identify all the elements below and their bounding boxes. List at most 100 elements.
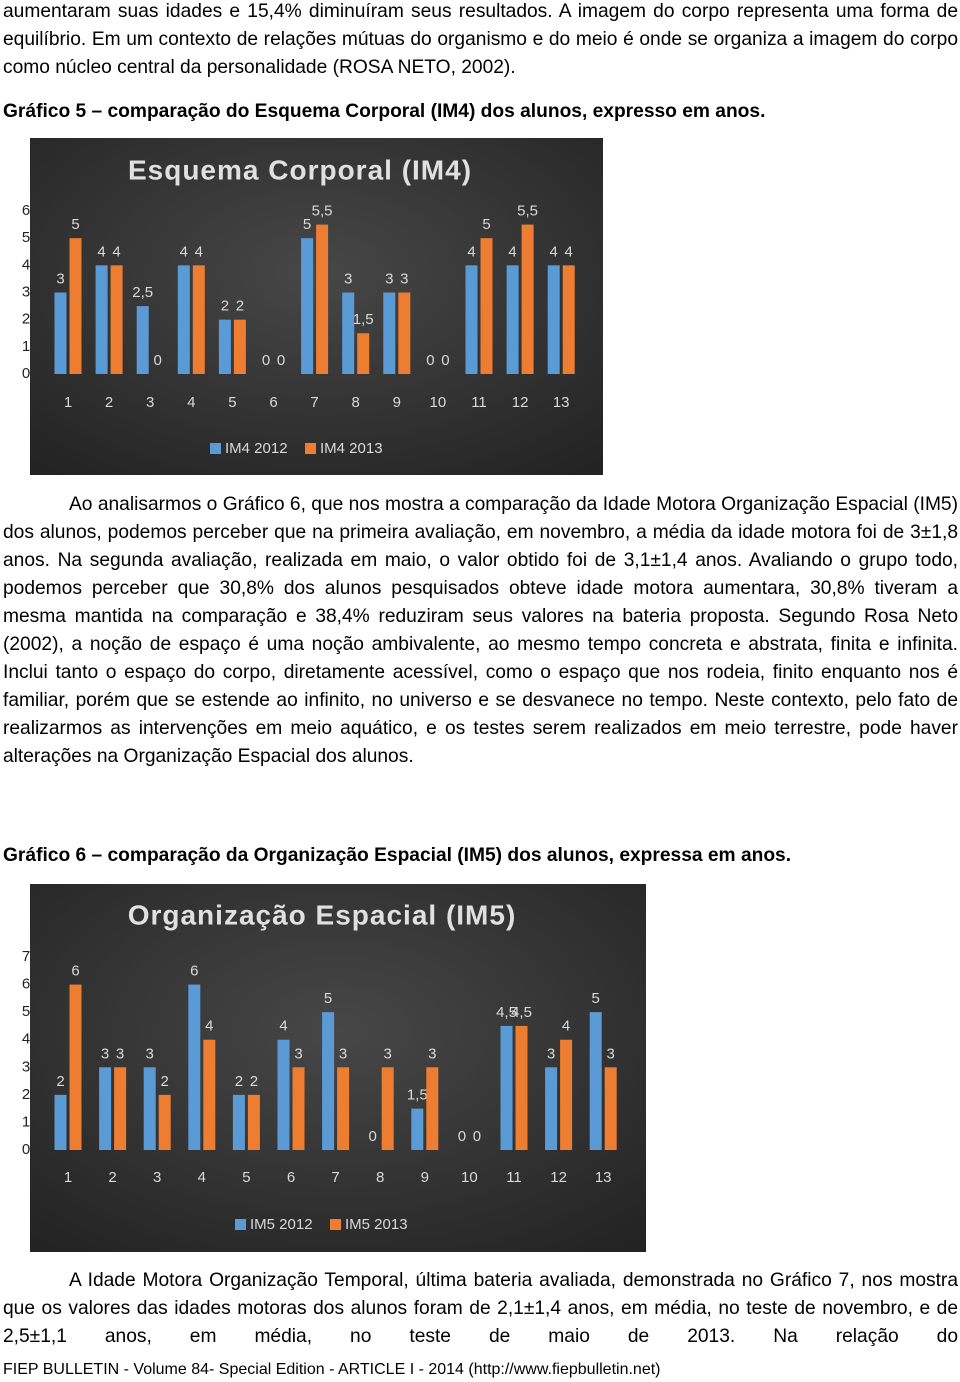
data-label: 6: [190, 963, 198, 980]
x-tick-label: 10: [461, 1169, 478, 1186]
x-tick-label: 7: [310, 394, 318, 411]
x-tick-label: 11: [506, 1169, 522, 1186]
x-tick-label: 6: [269, 394, 277, 411]
bar: [506, 265, 519, 374]
y-tick-label: 0: [22, 365, 30, 382]
data-label: 5: [324, 990, 332, 1007]
data-label: 3: [101, 1045, 109, 1062]
data-label: 2: [221, 298, 229, 315]
paragraph: A Idade Motora Organização Temporal, últ…: [3, 1270, 958, 1347]
bar: [411, 1108, 424, 1150]
bar: [192, 265, 205, 374]
bar: [54, 1094, 67, 1150]
paragraph: aumentaram suas idades e 15,4% diminuíra…: [3, 1, 958, 78]
bar: [545, 1067, 558, 1150]
x-tick-label: 5: [242, 1169, 250, 1186]
data-label: 3: [294, 1045, 302, 1062]
data-label: 0: [458, 1128, 466, 1145]
bar: [232, 1094, 245, 1150]
data-label: 4: [112, 243, 120, 260]
bar: [218, 319, 231, 374]
data-label: 5: [303, 216, 311, 233]
data-label: 2,5: [132, 284, 153, 301]
bar: [381, 1067, 394, 1150]
data-label: 3: [547, 1045, 555, 1062]
y-tick-label: 3: [22, 1058, 30, 1075]
legend-label: IM5 2013: [345, 1216, 408, 1233]
x-tick-label: 3: [146, 394, 154, 411]
bar: [604, 1067, 617, 1150]
y-tick-label: 5: [22, 1003, 30, 1020]
bar: [301, 238, 314, 374]
data-label: 0: [473, 1128, 481, 1145]
x-tick-label: 8: [352, 394, 360, 411]
data-label: 0: [426, 352, 434, 369]
x-tick-label: 5: [228, 394, 236, 411]
data-label: 1,5: [407, 1087, 428, 1104]
data-label: 4: [205, 1018, 213, 1035]
x-tick-label: 12: [512, 394, 529, 411]
bar: [177, 265, 190, 374]
x-tick-label: 9: [393, 394, 401, 411]
x-tick-label: 4: [187, 394, 195, 411]
data-label: 2: [250, 1073, 258, 1090]
data-label: 4,5: [511, 1004, 532, 1021]
data-label: 2: [56, 1073, 64, 1090]
y-tick-label: 1: [22, 338, 30, 355]
bar: [158, 1094, 171, 1150]
chart-title: Organização Espacial (IM5): [128, 899, 517, 930]
x-tick-label: 13: [595, 1169, 612, 1186]
x-tick-label: 10: [430, 394, 447, 411]
bar: [136, 306, 149, 374]
bar: [515, 1025, 528, 1150]
footer: FIEP BULLETIN - Volume 84- Special Editi…: [3, 1361, 661, 1378]
bar: [342, 292, 355, 374]
y-tick-label: 2: [22, 311, 30, 328]
data-label: 3: [344, 270, 352, 287]
data-label: 3: [146, 1045, 154, 1062]
paragraph: Ao analisarmos o Gráfico 6, que nos most…: [3, 494, 958, 767]
legend-swatch: [305, 443, 316, 454]
bar: [426, 1067, 439, 1150]
data-label: 2: [235, 1073, 243, 1090]
data-label: 0: [154, 352, 162, 369]
legend-swatch: [330, 1219, 341, 1230]
bar: [547, 265, 560, 374]
bar: [465, 265, 478, 374]
legend-label: IM4 2013: [320, 440, 383, 457]
bar: [322, 1012, 335, 1150]
bar: [143, 1067, 156, 1150]
x-tick-label: 2: [105, 394, 113, 411]
data-label: 3: [116, 1045, 124, 1062]
data-label: 5,5: [312, 203, 333, 220]
data-label: 4: [467, 243, 475, 260]
bar: [560, 1039, 573, 1150]
data-label: 5: [482, 216, 490, 233]
data-label: 4,5: [496, 1004, 517, 1021]
bar: [203, 1039, 216, 1150]
data-label: 6: [71, 963, 79, 980]
data-label: 0: [262, 352, 270, 369]
bar: [95, 265, 108, 374]
data-label: 3: [607, 1045, 615, 1062]
data-label: 3: [428, 1045, 436, 1062]
data-label: 4: [180, 243, 188, 260]
bar: [521, 224, 534, 374]
data-label: 3: [384, 1045, 392, 1062]
data-label: 0: [277, 352, 285, 369]
data-label: 1,5: [353, 311, 374, 328]
bar: [69, 238, 82, 374]
bar: [357, 333, 370, 374]
data-label: 0: [441, 352, 449, 369]
chart-title: Esquema Corporal (IM4): [128, 154, 472, 185]
data-label: 4: [279, 1018, 287, 1035]
bar: [316, 224, 329, 374]
bar: [188, 984, 201, 1150]
x-tick-label: 1: [64, 394, 72, 411]
legend-label: IM5 2012: [250, 1216, 313, 1233]
bar: [337, 1067, 350, 1150]
x-tick-label: 6: [287, 1169, 295, 1186]
data-label: 5: [592, 990, 600, 1007]
y-tick-label: 5: [22, 229, 30, 246]
